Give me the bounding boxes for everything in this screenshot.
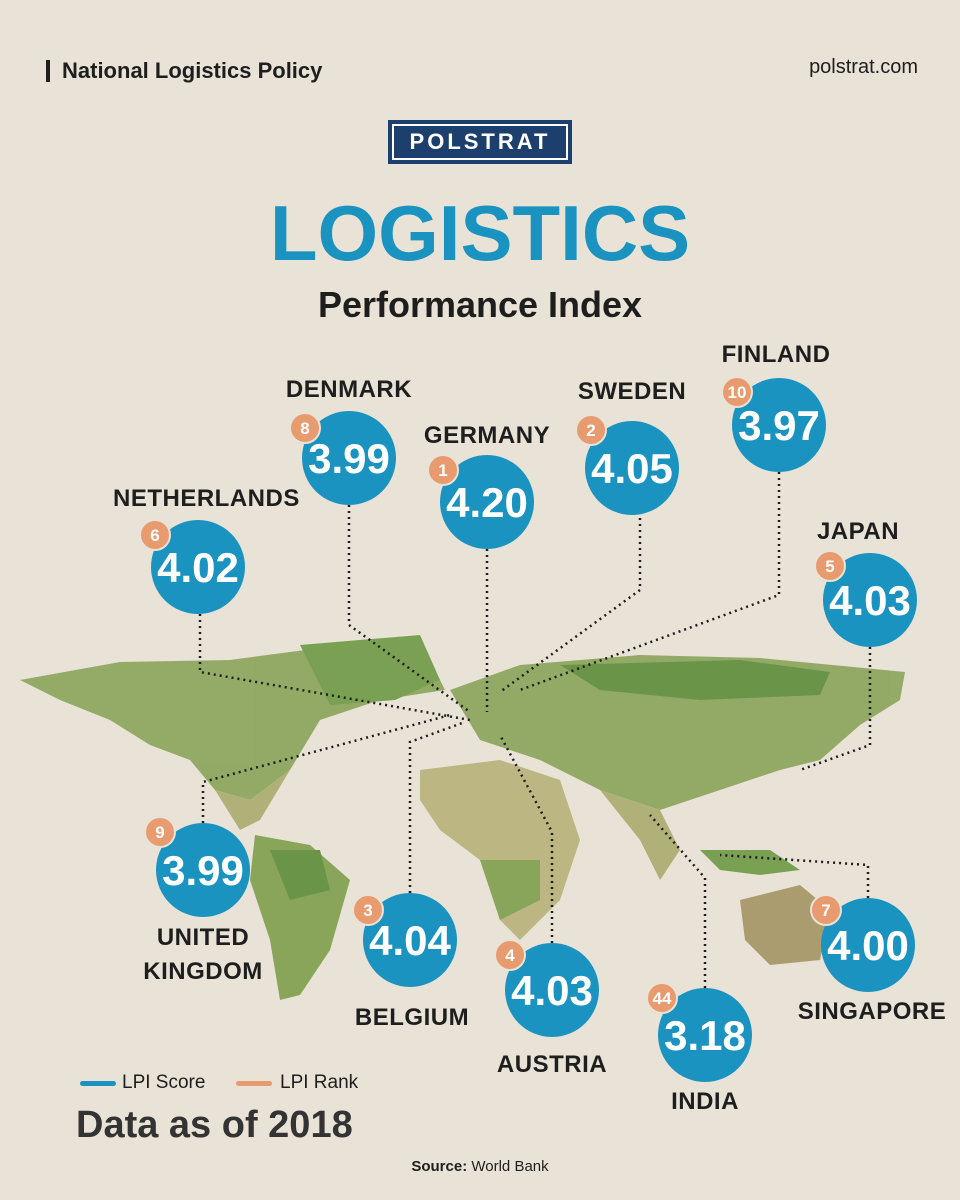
site-link: polstrat.com	[809, 56, 918, 78]
section-title: National Logistics Policy	[62, 58, 323, 83]
score: 4.00	[827, 922, 909, 969]
rank-badge	[427, 454, 459, 486]
country-name: UNITED KINGDOM	[143, 924, 263, 985]
legend-swatch	[236, 1081, 272, 1086]
leader-line	[201, 713, 451, 823]
score: 4.03	[829, 577, 911, 624]
source-value: World Bank	[471, 1158, 549, 1175]
score-circle	[151, 520, 245, 614]
score: 3.99	[308, 435, 390, 482]
score: 3.18	[664, 1012, 746, 1059]
rank: 1	[438, 461, 447, 480]
source: Source: World Bank	[0, 1158, 960, 1175]
rank: 4	[505, 946, 515, 965]
leader-line	[799, 647, 872, 772]
country-name: DENMARK	[285, 376, 413, 403]
score-circle	[505, 943, 599, 1037]
score: 4.02	[157, 544, 239, 591]
leader-line	[198, 614, 471, 722]
country-name: SINGAPORE	[797, 998, 947, 1025]
rank: 3	[363, 901, 372, 920]
score-circle	[156, 823, 250, 917]
score: 3.99	[162, 847, 244, 894]
country-name: SWEDEN	[577, 378, 687, 405]
section-marker	[46, 60, 50, 82]
score-circle	[302, 411, 396, 505]
score-circle	[585, 421, 679, 515]
rank: 6	[150, 526, 159, 545]
score-circle	[363, 893, 457, 987]
rank-badge	[144, 816, 176, 848]
country-name: GERMANY	[423, 422, 551, 449]
brand-logo: POLSTRAT	[388, 120, 572, 164]
score-circle	[658, 988, 752, 1082]
score: 4.04	[369, 917, 451, 964]
source-label: Source:	[411, 1158, 468, 1175]
country-name: AUSTRIA	[496, 1051, 608, 1078]
rank: 2	[586, 421, 595, 440]
rank: 7	[821, 901, 830, 920]
leader-line	[498, 734, 554, 943]
country-name: JAPAN	[816, 518, 900, 545]
main-title: LOGISTICS	[269, 189, 691, 277]
rank-badge	[810, 894, 842, 926]
rank-badge	[289, 412, 321, 444]
rank: 5	[825, 557, 834, 576]
rank-badge	[139, 519, 171, 551]
leader-line	[499, 512, 642, 694]
leader-line	[649, 814, 707, 988]
legend-label: LPI Rank	[280, 1072, 359, 1093]
rank: 9	[155, 823, 164, 842]
rank-badge	[494, 939, 526, 971]
score: 4.20	[446, 479, 528, 526]
score-circle	[440, 455, 534, 549]
subtitle: Performance Index	[317, 284, 643, 325]
rank-badge	[575, 414, 607, 446]
rank-badge	[814, 550, 846, 582]
country-name: NETHERLANDS	[113, 485, 300, 512]
legend-label: LPI Score	[122, 1072, 206, 1093]
score: 4.03	[511, 967, 593, 1014]
leader-line	[519, 472, 781, 692]
leader-line	[347, 505, 471, 714]
rank: 10	[728, 383, 747, 402]
rank-badge	[721, 376, 753, 408]
rank-badge	[646, 982, 678, 1014]
data-note: Data as of 2018	[76, 1104, 353, 1146]
country-name: INDIA	[671, 1088, 739, 1115]
legend-swatch	[80, 1081, 116, 1086]
world-map	[20, 635, 905, 1000]
rank: 8	[300, 419, 309, 438]
country-name: FINLAND	[721, 341, 831, 368]
leader-line	[408, 720, 466, 893]
score-circle	[821, 898, 915, 992]
score-circle	[823, 553, 917, 647]
score: 4.05	[591, 445, 673, 492]
score: 3.97	[738, 402, 820, 449]
rank-badge	[352, 894, 384, 926]
country-name: BELGIUM	[354, 1004, 470, 1031]
score-circle	[732, 378, 826, 472]
rank: 44	[653, 989, 672, 1008]
